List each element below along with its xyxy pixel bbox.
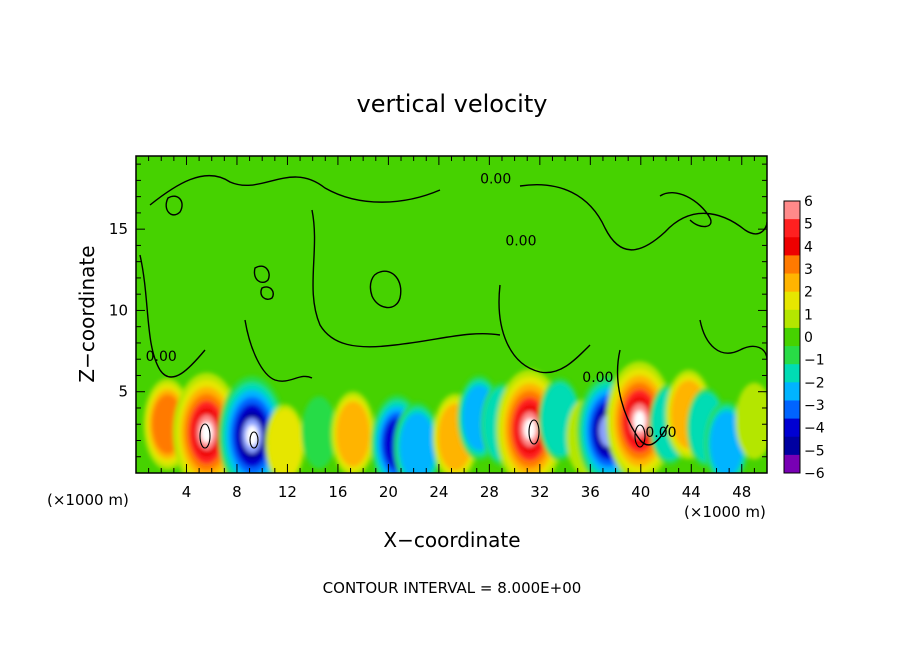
colorbar-label: 0 (804, 330, 813, 346)
y-axis-label: Z−coordinate (75, 245, 99, 382)
y-axis: 5 10 15 (109, 163, 767, 474)
zero-contour-line (165, 195, 183, 216)
velocity-field (143, 361, 767, 473)
colorbar-label: 4 (804, 239, 813, 255)
colorbar-label: −4 (804, 421, 825, 437)
colorbar-swatch (784, 255, 800, 275)
x-axis: 4 8 12 16 20 24 28 32 36 40 44 48 (135, 156, 768, 501)
velocity-level (336, 401, 370, 467)
contour-label: 0.00 (480, 172, 511, 188)
x-axis-label: X−coordinate (383, 528, 520, 552)
colorbar-swatch (784, 273, 800, 293)
colorbar-label: −1 (804, 353, 825, 369)
colorbar-label: −6 (804, 466, 825, 482)
zero-contour-line (260, 286, 274, 300)
colorbar-swatch (784, 219, 800, 238)
colorbar-label: 1 (804, 307, 813, 323)
colorbar-swatch (784, 400, 800, 420)
plot-area: 0.00 0.00 0.00 0.00 0.00 (136, 156, 767, 473)
min-contour-ring (249, 431, 259, 449)
downdraft-cell (704, 401, 749, 473)
colorbar-swatch (784, 454, 800, 474)
velocity-level (399, 412, 436, 473)
x-unit-right: (×1000 m) (684, 503, 766, 521)
updraft-cell (331, 391, 375, 473)
colorbar-swatch (784, 237, 800, 256)
zero-contour-line (616, 349, 669, 446)
colorbar-frame (783, 200, 801, 474)
zero-contour-line (253, 265, 270, 284)
x-tick-label: 28 (480, 483, 499, 501)
x-tick-label: 4 (182, 483, 192, 501)
velocity-level (523, 418, 536, 440)
x-tick-label: 24 (429, 483, 448, 501)
velocity-level (709, 411, 744, 473)
extreme-contours (199, 419, 646, 449)
zero-contour-line (139, 254, 206, 378)
x-tick-label: 12 (278, 483, 297, 501)
colorbar-swatch (784, 291, 800, 311)
x-tick-label: 40 (631, 483, 650, 501)
colorbar-label: 5 (804, 217, 813, 233)
contour-labels: 0.00 0.00 0.00 0.00 0.00 (146, 172, 677, 442)
x-unit-left: (×1000 m) (47, 491, 129, 509)
velocity-level (301, 396, 337, 469)
chart-title: vertical velocity (357, 90, 548, 118)
updraft-cell (265, 404, 305, 473)
zero-contour-line (498, 284, 591, 374)
colorbar-swatch (784, 436, 800, 456)
downdraft-cell (301, 396, 337, 469)
zero-contours (139, 174, 767, 446)
x-tick-label: 44 (682, 483, 701, 501)
colorbar-swatch (784, 418, 800, 438)
x-tick-label: 20 (379, 483, 398, 501)
zero-contour-line (244, 319, 313, 382)
x-tick-label: 8 (232, 483, 242, 501)
zero-contour-line (519, 184, 767, 251)
y-tick-label: 10 (109, 301, 128, 319)
max-contour-ring (634, 424, 646, 448)
contour-label: 0.00 (146, 349, 177, 365)
velocity-level (267, 409, 303, 473)
max-contour-ring (528, 419, 540, 445)
y-tick-label: 15 (109, 220, 128, 238)
colorbar-label: −2 (804, 375, 825, 391)
colorbar-swatch (784, 201, 800, 220)
colorbar: 6 5 4 3 2 1 0 −1 −2 −3 −4 −5 −6 (783, 194, 825, 482)
contour-label: 0.00 (582, 370, 613, 386)
colorbar-label: 3 (804, 262, 813, 278)
contour-interval-note: CONTOUR INTERVAL = 8.000E+00 (323, 579, 582, 597)
colorbar-label: −5 (804, 443, 825, 459)
contour-label: 0.00 (505, 233, 536, 249)
x-tick-label: 36 (581, 483, 600, 501)
zero-contour-line (311, 209, 501, 348)
updraft-cell (735, 382, 767, 460)
colorbar-swatch (784, 346, 800, 365)
velocity-level (246, 425, 259, 447)
zero-contour-line (369, 270, 402, 309)
x-tick-label: 32 (530, 483, 549, 501)
zero-contour-line (699, 319, 767, 361)
colorbar-swatch (784, 382, 800, 401)
colorbar-label: 6 (804, 194, 813, 210)
zero-contour-line (149, 174, 441, 206)
x-tick-label: 16 (328, 483, 347, 501)
colorbar-swatch (784, 327, 800, 347)
colorbar-label: −3 (804, 398, 825, 414)
x-tick-label: 48 (732, 483, 751, 501)
colorbar-swatch (784, 364, 800, 383)
y-tick-label: 5 (118, 383, 128, 401)
velocity-level (735, 382, 767, 460)
max-contour-ring (199, 423, 211, 449)
zero-contour-line (659, 191, 712, 228)
downdraft-cell (394, 402, 441, 473)
contour-label: 0.00 (645, 425, 676, 441)
colorbar-label: 2 (804, 285, 813, 301)
colorbar-swatch (784, 309, 800, 329)
